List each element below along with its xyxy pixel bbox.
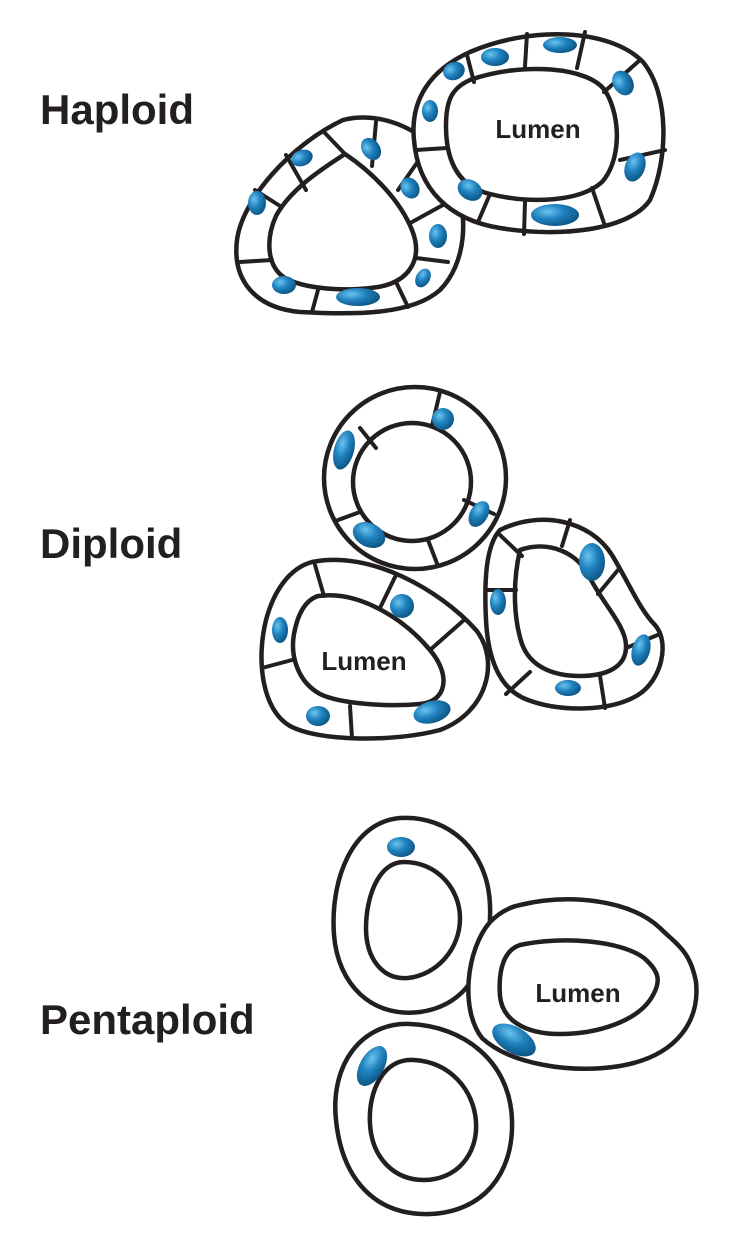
pentaploid-top-nucleus <box>387 837 415 857</box>
haploid-right-nucleus <box>422 100 438 122</box>
diploid-br-nucleus <box>555 680 581 696</box>
pentaploid-top-lumen <box>363 859 463 981</box>
diploid-organoid-top <box>321 384 509 572</box>
haploid-right-nucleus <box>457 179 483 201</box>
pentaploid-label: Pentaploid <box>40 996 255 1043</box>
diploid-br-nucleus <box>579 543 605 581</box>
haploid-left-nucleus <box>248 191 266 215</box>
haploid-group: Lumen <box>234 30 667 316</box>
diploid-br-nucleus <box>631 634 651 666</box>
haploid-lumen-label: Lumen <box>495 114 580 144</box>
diploid-bl-walls <box>260 563 466 740</box>
haploid-left-nucleus <box>429 224 447 248</box>
haploid-right-nucleus <box>531 204 579 226</box>
pentaploid-lumen-label: Lumen <box>535 978 620 1008</box>
diploid-top-nucleus <box>468 501 490 527</box>
haploid-label: Haploid <box>40 86 194 133</box>
pentaploid-organoid-top <box>331 815 493 1015</box>
haploid-left-nucleus <box>291 149 313 167</box>
diploid-bl-nucleus <box>413 700 451 724</box>
diploid-label: Diploid <box>40 520 183 567</box>
pentaploid-right-lumen <box>497 938 660 1037</box>
diploid-organoid-bottom-right <box>483 517 665 711</box>
haploid-left-nucleus <box>415 268 431 288</box>
pentaploid-group: Lumen <box>331 815 699 1217</box>
diploid-bl-lumen <box>290 592 446 708</box>
haploid-left-nucleus <box>360 137 382 161</box>
haploid-organoid-left <box>234 115 466 316</box>
pentaploid-organoid-bottom <box>333 1021 515 1217</box>
pentaploid-right-nucleus <box>492 1023 536 1057</box>
pentaploid-bottom-nucleus <box>356 1046 388 1086</box>
haploid-left-nucleus <box>400 177 420 199</box>
haploid-left-nucleus <box>272 276 296 294</box>
haploid-left-nucleus <box>336 288 380 306</box>
haploid-right-nucleus <box>543 37 577 53</box>
diploid-bl-nucleus <box>306 706 330 726</box>
diploid-bl-nucleus <box>272 617 288 643</box>
diploid-lumen-label: Lumen <box>321 646 406 676</box>
haploid-right-nucleus <box>443 61 465 81</box>
diploid-top-nucleus <box>432 408 454 430</box>
pentaploid-organoid-right: Lumen <box>466 897 699 1071</box>
haploid-right-nucleus <box>612 70 634 96</box>
diploid-bl-nucleus <box>390 594 414 618</box>
diploid-organoid-bottom-left: Lumen <box>259 557 491 741</box>
diploid-group: Lumen <box>259 384 665 741</box>
diploid-br-nucleus <box>490 589 506 615</box>
diploid-top-lumen <box>350 420 474 544</box>
haploid-right-lumen <box>443 66 620 203</box>
diploid-top-nucleus <box>333 430 355 470</box>
pentaploid-bottom-lumen <box>367 1057 479 1183</box>
diploid-top-nucleus <box>352 521 386 549</box>
haploid-right-nucleus <box>624 152 646 182</box>
haploid-organoid-right: Lumen <box>411 30 667 236</box>
haploid-right-nucleus <box>481 48 509 66</box>
